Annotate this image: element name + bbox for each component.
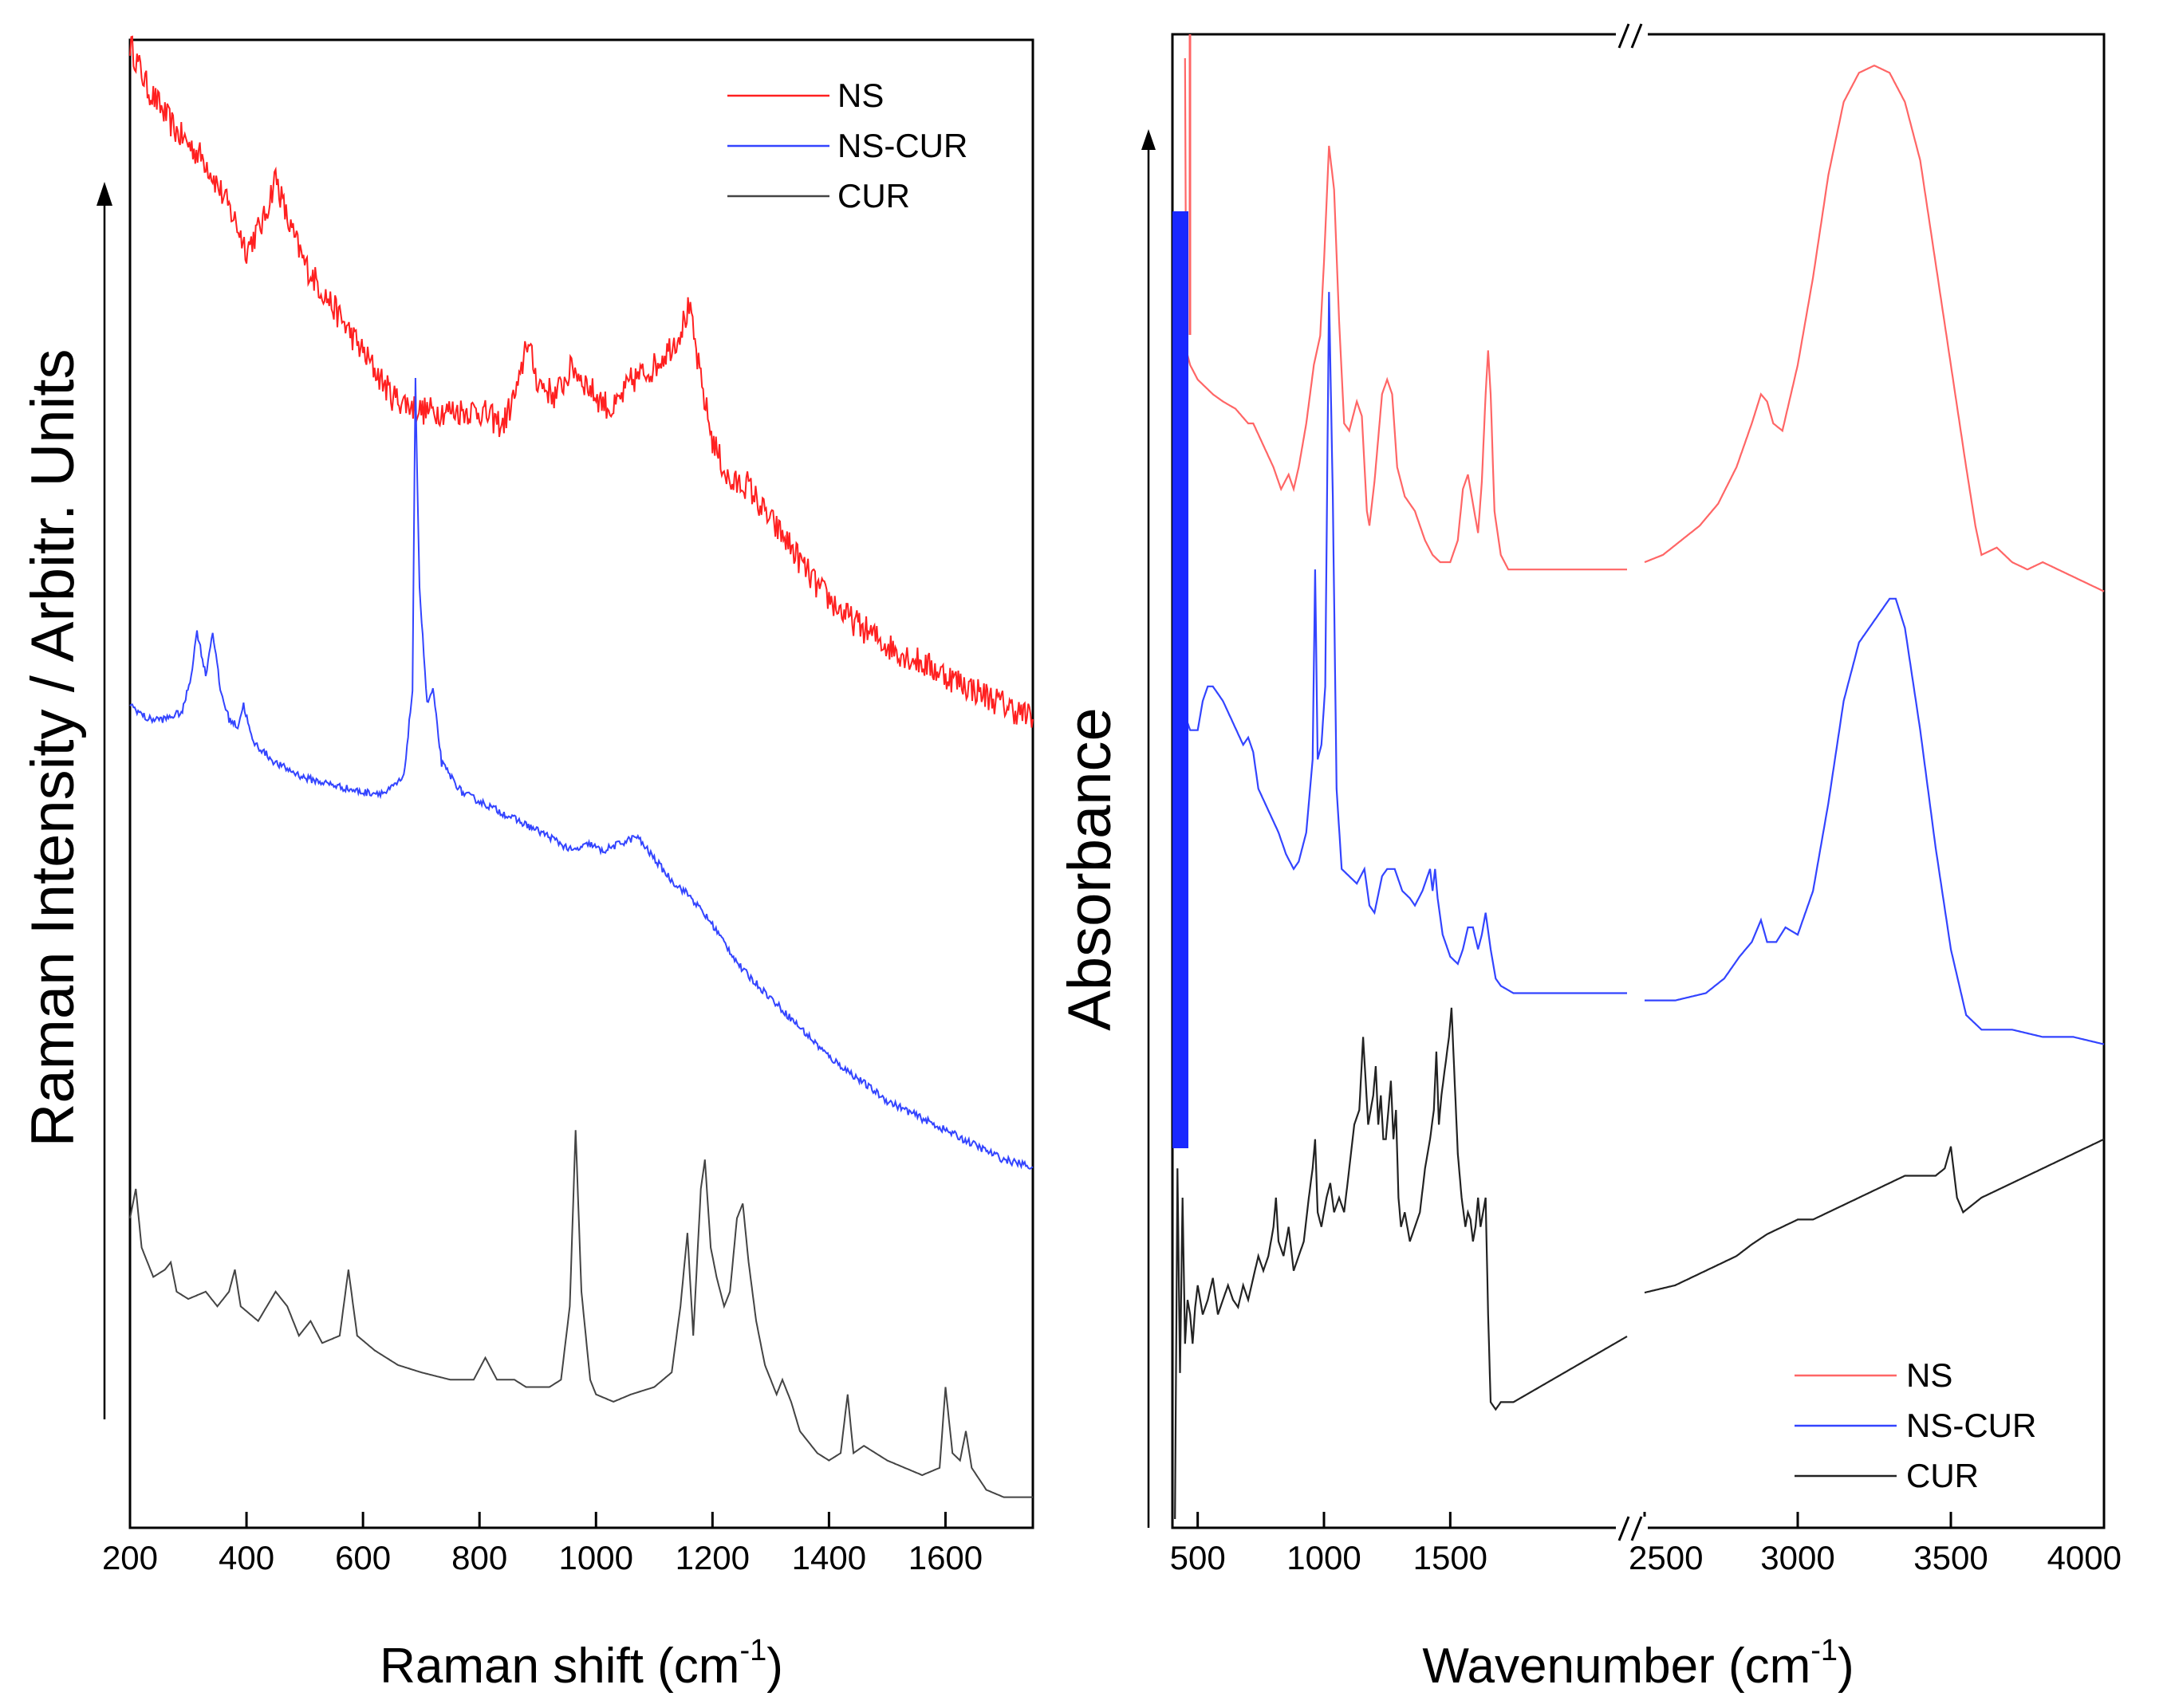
ir-series-ns-cur-high — [1645, 597, 2105, 1045]
ir-blue-edge-bar — [1172, 211, 1188, 1148]
ir-series-ns-cur-low — [1184, 292, 1627, 994]
ir-series-cur-low — [1174, 1007, 1628, 1520]
ir-x-axis-label-tail: ) — [1838, 1639, 1854, 1694]
raman-legend: NS NS-CUR CUR — [727, 77, 967, 214]
raman-legend-label-ns: NS — [837, 77, 884, 114]
raman-x-axis-label-main: Raman shift (cm — [380, 1639, 739, 1694]
ir-x-tick-label: 2500 — [1629, 1539, 1703, 1576]
raman-series-ns-cur — [129, 377, 1034, 1170]
ir-plot-frame — [1171, 33, 2106, 1529]
raman-x-ticks: 200 400 600 800 1000 1200 1400 1600 — [102, 1512, 983, 1576]
raman-x-axis-label: Raman shift (cm-1) — [380, 1634, 783, 1694]
ir-x-tick-label: 3500 — [1913, 1539, 1988, 1576]
raman-series-group — [129, 35, 1034, 1498]
ir-x-ticks: 500 1000 1500 2500 3000 3500 4000 — [1170, 1512, 2122, 1576]
ir-series-ns-low — [1184, 57, 1627, 571]
raman-plot-frame — [128, 38, 1034, 1529]
raman-series-ns — [129, 35, 1034, 728]
raman-x-tick-label: 1400 — [792, 1539, 866, 1576]
ir-legend: NS NS-CUR CUR — [1795, 1356, 2036, 1494]
ir-x-tick-label: 500 — [1170, 1539, 1226, 1576]
ir-panel: 500 1000 1500 2500 3000 3500 4000 NS NS-CUR CU… — [1056, 23, 2122, 1694]
ir-legend-label-ns-cur: NS-CUR — [1906, 1407, 2036, 1444]
raman-legend-label-cur: CUR — [837, 177, 910, 214]
ir-axis-break-top — [1616, 23, 1648, 49]
raman-x-tick-label: 400 — [219, 1539, 274, 1576]
raman-x-axis-label-sup: -1 — [739, 1634, 766, 1667]
raman-legend-label-ns-cur: NS-CUR — [837, 127, 967, 164]
raman-x-tick-label: 800 — [451, 1539, 507, 1576]
ir-x-tick-label: 1500 — [1413, 1539, 1487, 1576]
ir-series-ns-high — [1644, 64, 2105, 592]
ir-x-tick-label: 4000 — [2047, 1539, 2122, 1576]
raman-y-arrow-head — [97, 182, 112, 206]
raman-x-tick-label: 1200 — [676, 1539, 750, 1576]
ir-x-tick-label: 3000 — [1760, 1539, 1834, 1576]
raman-panel: 200 400 600 800 1000 1200 1400 1600 NS NS-CUR C… — [19, 35, 1034, 1694]
ir-x-axis-label-sup: -1 — [1810, 1634, 1838, 1667]
ir-series-cur-high — [1644, 1138, 2105, 1294]
raman-y-axis-label: Raman Intensity / Arbitr. Units — [19, 348, 87, 1147]
ir-legend-label-cur: CUR — [1906, 1457, 1979, 1494]
ir-x-tick-label: 1000 — [1286, 1539, 1361, 1576]
ir-y-arrow-head — [1141, 129, 1156, 150]
raman-x-tick-label: 1600 — [908, 1539, 983, 1576]
raman-x-tick-label: 200 — [102, 1539, 158, 1576]
raman-x-tick-label: 1000 — [559, 1539, 633, 1576]
ir-y-axis-label: Absorbance — [1056, 707, 1124, 1031]
ir-series-group — [1174, 57, 2105, 1520]
ir-legend-label-ns: NS — [1906, 1356, 1952, 1394]
ir-axis-break-bottom — [1616, 1516, 1648, 1541]
ir-x-axis-label: Wavenumber (cm-1) — [1422, 1634, 1854, 1694]
raman-x-tick-label: 600 — [335, 1539, 391, 1576]
raman-x-axis-label-tail: ) — [766, 1639, 783, 1694]
ir-x-axis-label-main: Wavenumber (cm — [1422, 1639, 1810, 1694]
raman-series-cur — [129, 1130, 1033, 1498]
